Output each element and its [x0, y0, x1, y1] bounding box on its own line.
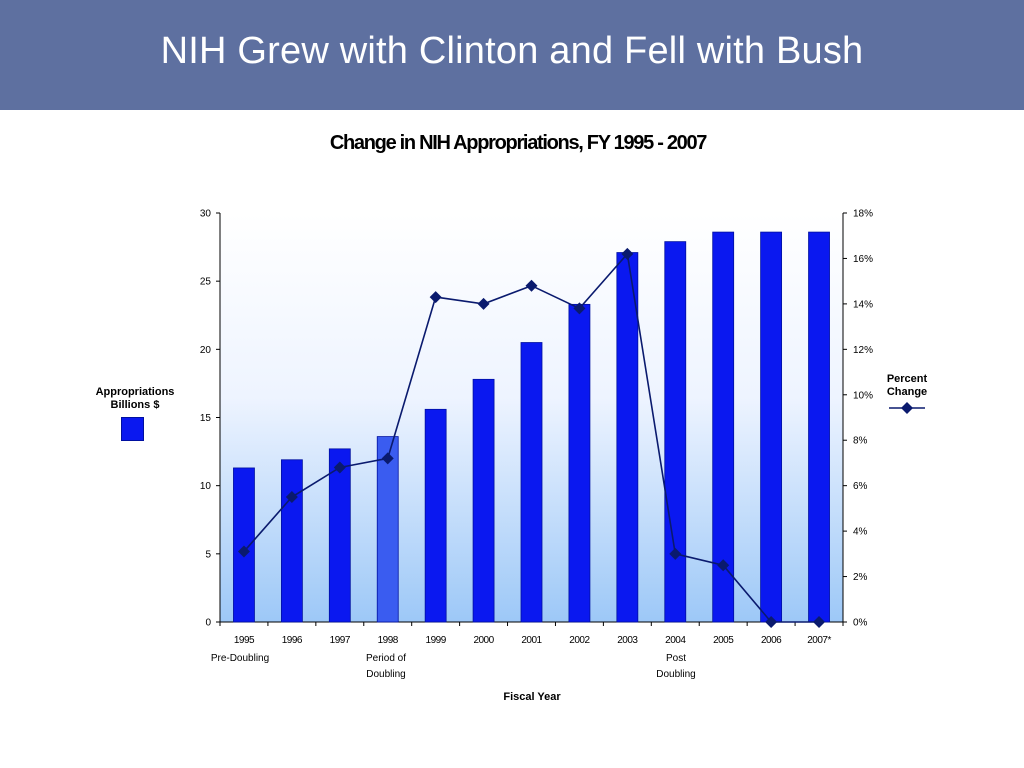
right-tick-label: 16% [853, 254, 873, 265]
percent-change-point [765, 616, 778, 628]
bar [472, 378, 495, 623]
bar [280, 459, 303, 623]
percent-change-point [429, 291, 442, 304]
right-tick-label: 14% [853, 299, 873, 310]
bar [328, 448, 351, 623]
x-tick-label: 2006 [761, 635, 782, 646]
x-tick-label: 2001 [521, 635, 542, 646]
percent-change-point [381, 452, 394, 465]
x-tick-label: 2003 [617, 635, 638, 646]
right-tick-label: 0% [853, 618, 868, 629]
x-tick-label: 1998 [378, 635, 399, 646]
line-legend-marker [889, 402, 925, 414]
bar [520, 342, 543, 623]
left-tick-label: 20 [200, 345, 212, 356]
left-tick-label: 10 [200, 481, 212, 492]
right-tick-label: 2% [853, 572, 868, 583]
x-axis-title: Fiscal Year [503, 691, 561, 703]
right-tick-label: 18% [853, 209, 873, 220]
bar [424, 408, 447, 623]
left-tick-label: 5 [205, 549, 211, 560]
percent-change-point [717, 559, 730, 572]
percent-change-point [813, 616, 826, 628]
right-tick-label: 6% [853, 481, 868, 492]
x-tick-label: 2000 [473, 635, 494, 646]
sublabel-period-of-doubling: Period of Doubling [365, 653, 407, 680]
bar [808, 231, 830, 623]
x-tick-label: 1996 [282, 635, 303, 646]
percent-change-point [333, 461, 346, 474]
bar [568, 303, 591, 623]
bar-legend-swatch [121, 417, 144, 441]
right-tick-label: 12% [853, 345, 873, 356]
bar [376, 436, 399, 623]
percent-change-point [621, 247, 634, 260]
bar [712, 231, 735, 623]
chart-title: Change in NIH Appropriations, FY 1995 - … [329, 132, 708, 154]
x-tick-label: 2005 [713, 635, 734, 646]
x-tick-label: 1997 [330, 635, 351, 646]
left-legend-label: Appropriations Billions $ [95, 386, 175, 411]
left-tick-label: 25 [200, 277, 212, 288]
bar [616, 252, 639, 623]
right-tick-label: 8% [853, 436, 868, 447]
bar [664, 241, 687, 623]
left-tick-label: 15 [200, 413, 212, 424]
x-tick-label: 1999 [426, 635, 447, 646]
percent-change-point [237, 545, 250, 558]
percent-change-point [477, 297, 490, 310]
percent-change-point [573, 302, 586, 315]
x-tick-label: 2002 [569, 635, 590, 646]
right-tick-label: 4% [853, 527, 868, 538]
header-bar: NIH Grew with Clinton and Fell with Bush [0, 0, 1024, 110]
right-tick-label: 10% [853, 390, 873, 401]
sublabel-pre-doubling: Pre-Doubling [210, 653, 270, 664]
x-tick-label: 2004 [665, 635, 686, 646]
percent-change-point [285, 491, 298, 504]
x-tick-label: 1995 [234, 635, 255, 646]
bar [760, 231, 783, 623]
percent-change-point [669, 547, 682, 560]
left-tick-label: 30 [200, 209, 212, 220]
bar [233, 467, 255, 623]
slide-title: NIH Grew with Clinton and Fell with Bush [160, 30, 864, 72]
x-tick-label: 2007* [807, 635, 831, 646]
percent-change-point [525, 279, 538, 292]
right-legend-label: Percent Change [886, 373, 928, 398]
sublabel-post-doubling: Post Doubling [656, 653, 696, 680]
left-tick-label: 0 [205, 618, 211, 629]
